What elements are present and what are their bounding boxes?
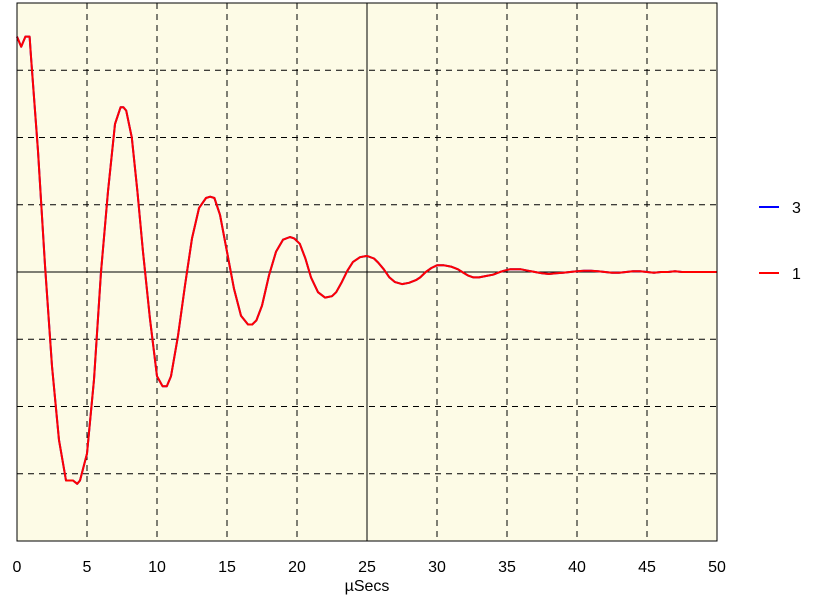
x-tick-label: 30	[428, 559, 446, 576]
x-tick-label: 10	[148, 559, 166, 576]
x-tick-label: 0	[13, 559, 22, 576]
legend: 31	[759, 200, 801, 283]
x-tick-label: 15	[218, 559, 236, 576]
series-line-1	[16, 35, 717, 485]
x-axis-title: µSecs	[345, 578, 390, 595]
legend-label-1: 1	[792, 266, 801, 283]
x-tick-label: 40	[568, 559, 586, 576]
legend-label-3: 3	[792, 200, 801, 217]
x-tick-label: 50	[708, 559, 726, 576]
x-tick-label: 35	[498, 559, 516, 576]
plot-frame	[16, 2, 718, 542]
x-tick-label: 5	[83, 559, 92, 576]
x-tick-label: 25	[358, 559, 376, 576]
series-layer	[16, 35, 717, 485]
x-tick-labels: 0 5 10 15 20 25 30 35 40 45 50	[13, 559, 726, 576]
x-tick-label: 20	[288, 559, 306, 576]
x-tick-label: 45	[638, 559, 656, 576]
